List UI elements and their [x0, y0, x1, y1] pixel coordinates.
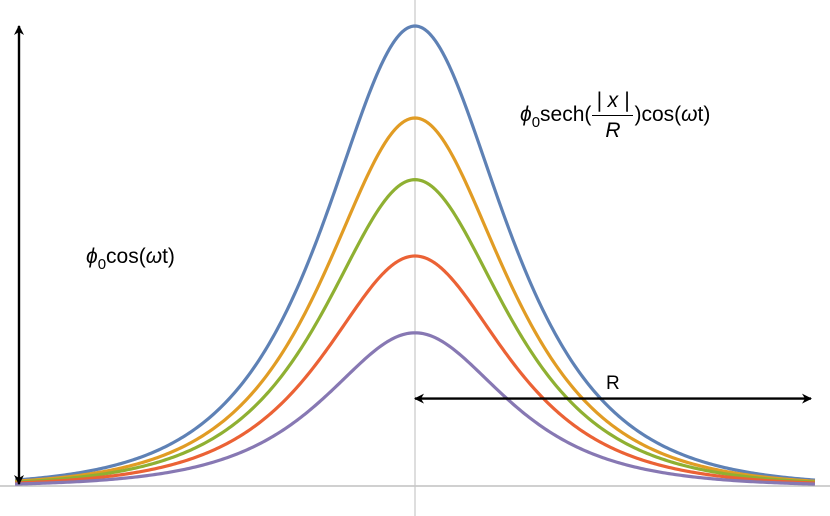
series-curve-1	[14, 24, 816, 482]
formula-denominator: R	[605, 119, 621, 142]
formula-sech: sech(	[540, 103, 592, 127]
formula-phi: ϕ	[520, 103, 532, 127]
series-curve-3	[14, 178, 816, 484]
formula-fraction: | x | R	[592, 90, 634, 142]
amplitude-label: ϕ0cos(ωt)	[86, 245, 175, 272]
formula-subscript: 0	[531, 114, 541, 132]
formula-t: t)	[697, 103, 711, 127]
amplitude-subscript: 0	[97, 256, 107, 273]
amplitude-phi: ϕ	[86, 245, 98, 268]
formula-cos: )cos(	[634, 103, 682, 127]
formula-numerator: | x |	[592, 90, 634, 116]
amplitude-omega: ω	[145, 245, 163, 268]
series-curve-5	[15, 331, 815, 486]
formula-omega: ω	[681, 103, 698, 127]
series-curve-4	[14, 254, 816, 485]
amplitude-cos: cos(	[106, 245, 146, 268]
amplitude-t: t)	[162, 245, 175, 268]
width-r-label: R	[606, 373, 620, 394]
series-curve-2	[14, 116, 816, 483]
sech-formula-label: ϕ0sech(| x | R )cos(ωt)	[520, 90, 710, 141]
